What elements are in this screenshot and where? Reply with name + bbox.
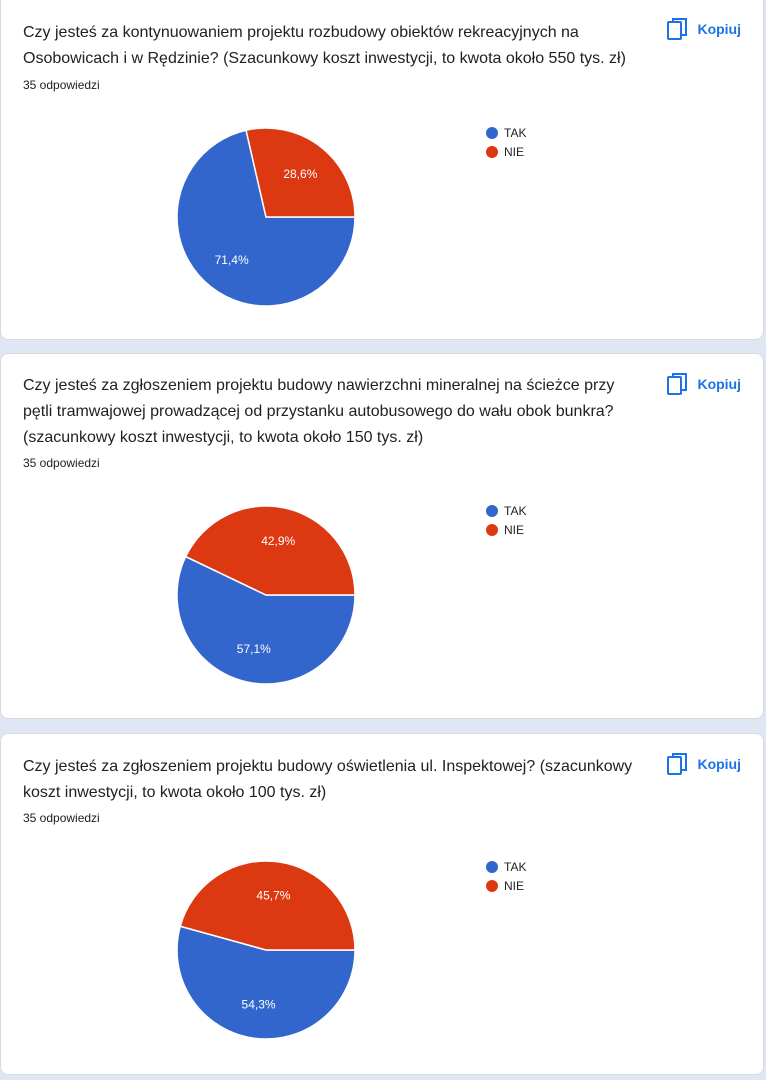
- legend-dot-tak: [486, 860, 498, 873]
- copy-icon: [667, 753, 688, 775]
- legend-dot-nie: [486, 879, 498, 892]
- legend-label-tak: TAK: [504, 859, 527, 874]
- slice-label-tak: 54,3%: [242, 998, 276, 1012]
- question-title: Czy jesteś za zgłoszeniem projektu budow…: [23, 377, 615, 446]
- question-card-1: Czy jesteś za kontynuowaniem projektu ro…: [0, 0, 764, 340]
- copy-button[interactable]: Kopiuj: [667, 753, 741, 775]
- legend-label-nie: NIE: [504, 144, 525, 159]
- pie-slice-nie: [245, 127, 356, 218]
- question-card-3: Czy jesteś za zgłoszeniem projektu budow…: [0, 733, 764, 1075]
- question-title: Czy jesteś za zgłoszeniem projektu budow…: [23, 758, 633, 801]
- slice-label-tak: 57,1%: [237, 642, 271, 656]
- pie-slice-nie: [184, 505, 356, 596]
- slice-label-tak: 71,4%: [215, 253, 249, 267]
- legend-item-nie: NIE: [486, 520, 526, 539]
- copy-button[interactable]: Kopiuj: [667, 18, 741, 40]
- legend-label-nie: NIE: [504, 878, 525, 893]
- pie-chart: 71,4% 28,6%: [176, 127, 356, 307]
- copy-label: Kopiuj: [697, 376, 741, 392]
- slice-label-nie: 28,6%: [283, 167, 317, 181]
- slice-label-nie: 45,7%: [256, 888, 290, 902]
- legend-label-tak: TAK: [504, 503, 527, 518]
- legend-dot-tak: [486, 126, 498, 139]
- legend-item-tak: TAK: [486, 501, 526, 520]
- slice-label-nie: 42,9%: [261, 534, 295, 548]
- legend-item-nie: NIE: [486, 876, 526, 895]
- pie-chart: 54,3% 45,7%: [176, 860, 356, 1040]
- legend-item-nie: NIE: [486, 142, 526, 161]
- response-count: 35 odpowiedzi: [23, 456, 100, 470]
- legend-dot-nie: [486, 523, 498, 536]
- chart-legend: TAK NIE: [486, 857, 526, 895]
- response-count: 35 odpowiedzi: [23, 78, 100, 92]
- question-card-2: Czy jesteś za zgłoszeniem projektu budow…: [0, 353, 764, 719]
- copy-icon: [667, 18, 688, 40]
- copy-icon: [667, 373, 688, 395]
- question-title: Czy jesteś za kontynuowaniem projektu ro…: [23, 24, 626, 67]
- response-count: 35 odpowiedzi: [23, 811, 100, 825]
- legend-item-tak: TAK: [486, 857, 526, 876]
- legend-label-nie: NIE: [504, 522, 525, 537]
- pie-slice-tak: [176, 555, 356, 685]
- copy-label: Kopiuj: [697, 756, 741, 772]
- legend-label-tak: TAK: [504, 125, 527, 140]
- pie-slice-tak: [176, 129, 356, 307]
- chart-legend: TAK NIE: [486, 123, 526, 161]
- pie-slice-nie: [179, 860, 356, 951]
- copy-button[interactable]: Kopiuj: [667, 373, 741, 395]
- pie-slice-tak: [176, 925, 356, 1040]
- legend-dot-tak: [486, 504, 498, 517]
- chart-legend: TAK NIE: [486, 501, 526, 539]
- legend-dot-nie: [486, 145, 498, 158]
- legend-item-tak: TAK: [486, 123, 526, 142]
- pie-chart: 57,1% 42,9%: [176, 505, 356, 685]
- copy-label: Kopiuj: [697, 21, 741, 37]
